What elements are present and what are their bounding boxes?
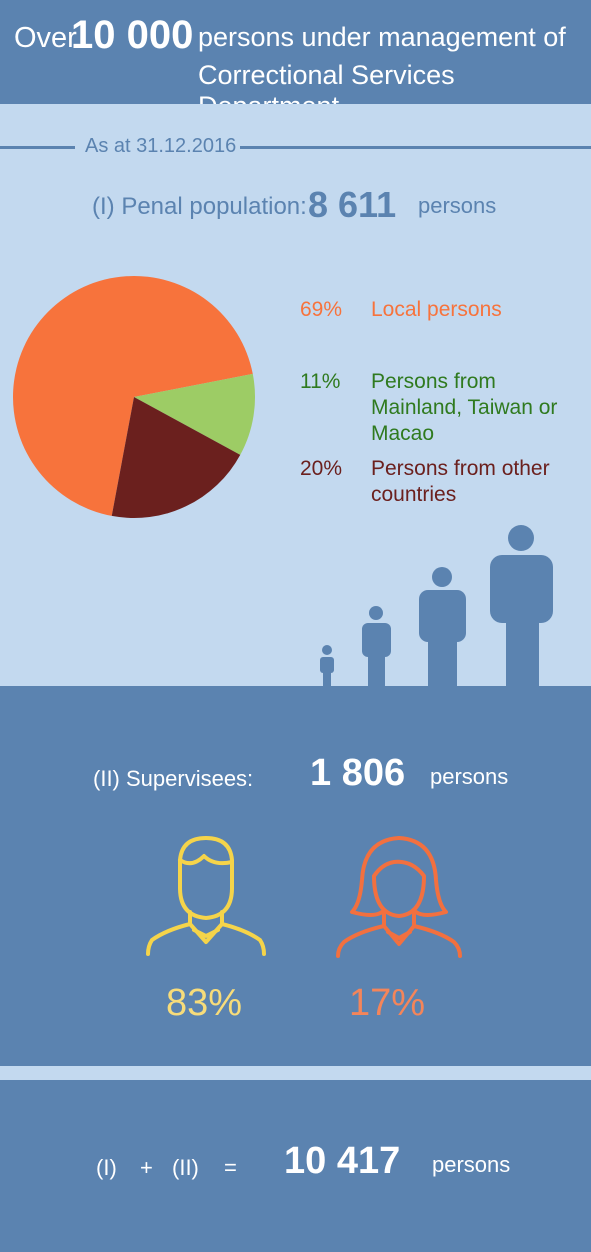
male-percentage: 83% (166, 982, 243, 1024)
legend-label-other: Persons from other countries (371, 457, 550, 506)
header-line1-rest: persons under management of (198, 22, 566, 52)
supervisees-label: (II) Supervisees: (93, 766, 254, 791)
legend-label-mainland: Persons from Mainland, Taiwan or Macao (371, 370, 558, 445)
date-rule-right (240, 146, 591, 149)
female-percentage: 17% (349, 982, 426, 1024)
total-part2: (II) (172, 1155, 199, 1180)
penal-unit: persons (418, 193, 497, 218)
pie-slice-local (12, 276, 253, 516)
supervisees-unit: persons (430, 764, 509, 789)
total-section (0, 1080, 591, 1252)
supervisees-value: 1 806 (310, 752, 406, 794)
total-equals: = (224, 1155, 237, 1180)
legend-pct-local: 69% (300, 298, 343, 321)
header-banner: Over 10 000 persons under management of … (0, 0, 591, 121)
supervisees-section (0, 686, 591, 1066)
legend-pct-other: 20% (300, 457, 343, 480)
divider-stripe (0, 1066, 591, 1080)
total-plus: + (140, 1155, 153, 1180)
penal-value: 8 611 (308, 184, 397, 225)
date-rule-left (0, 146, 75, 149)
total-value: 10 417 (284, 1140, 401, 1182)
header-big-number: 10 000 (71, 13, 194, 57)
total-part1: (I) (96, 1155, 117, 1180)
date-label: As at 31.12.2016 (85, 135, 237, 157)
woman-outline-icon (336, 836, 462, 958)
legend-label-local: Local persons (371, 298, 502, 321)
legend-pct-mainland: 11% (300, 370, 341, 393)
penal-label: (I) Penal population: (92, 193, 307, 220)
pie-slice-other (111, 397, 241, 518)
man-outline-icon (146, 836, 266, 956)
header-over: Over (14, 22, 77, 54)
pie-slice-mainland (134, 373, 255, 455)
total-unit: persons (432, 1152, 511, 1177)
